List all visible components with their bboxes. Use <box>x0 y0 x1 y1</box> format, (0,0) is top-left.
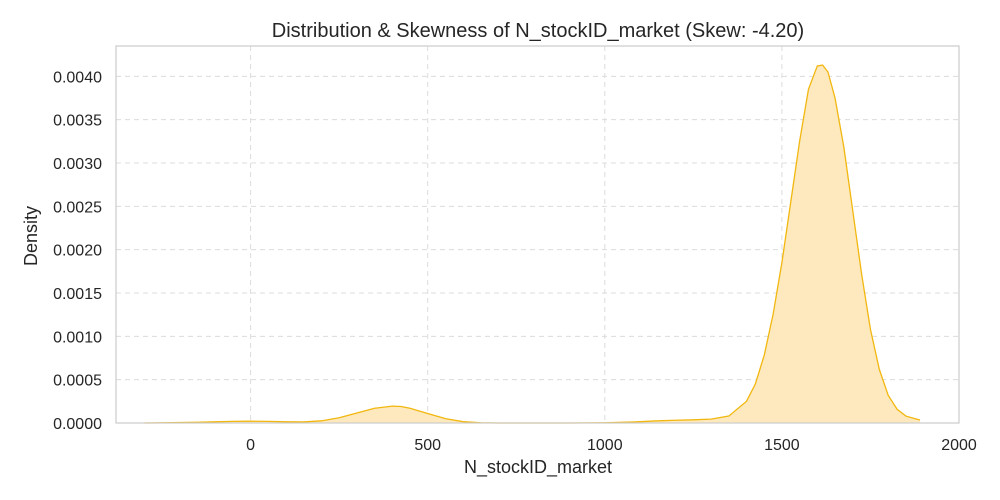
y-tick-label: 0.0000 <box>53 416 102 433</box>
density-area-group <box>144 64 921 424</box>
x-axis-ticks: 0 500 1000 1500 2000 <box>246 437 977 454</box>
x-tick-label: 1000 <box>587 437 623 454</box>
x-tick-label: 0 <box>246 437 255 454</box>
y-axis-label: Density <box>21 206 41 266</box>
y-tick-label: 0.0025 <box>53 199 102 216</box>
y-axis-ticks: 0.0000 0.0005 0.0010 0.0015 0.0020 0.0025 0.00… <box>53 69 102 433</box>
y-tick-label: 0.0015 <box>53 286 102 303</box>
x-axis-label: N_stockID_market <box>464 457 612 478</box>
plot-frame <box>115 45 960 424</box>
y-tick-label: 0.0010 <box>53 329 102 346</box>
y-tick-label: 0.0020 <box>53 243 102 260</box>
y-tick-label: 0.0035 <box>53 113 102 130</box>
density-line <box>144 64 921 424</box>
x-tick-label: 1500 <box>764 437 800 454</box>
y-tick-label: 0.0005 <box>53 373 102 390</box>
y-tick-label: 0.0030 <box>53 156 102 173</box>
x-tick-label: 500 <box>414 437 441 454</box>
chart-title: Distribution & Skewness of N_stockID_mar… <box>272 20 804 42</box>
density-area-fill <box>144 65 921 423</box>
y-tick-label: 0.0040 <box>53 69 102 86</box>
x-tick-label: 2000 <box>941 437 977 454</box>
